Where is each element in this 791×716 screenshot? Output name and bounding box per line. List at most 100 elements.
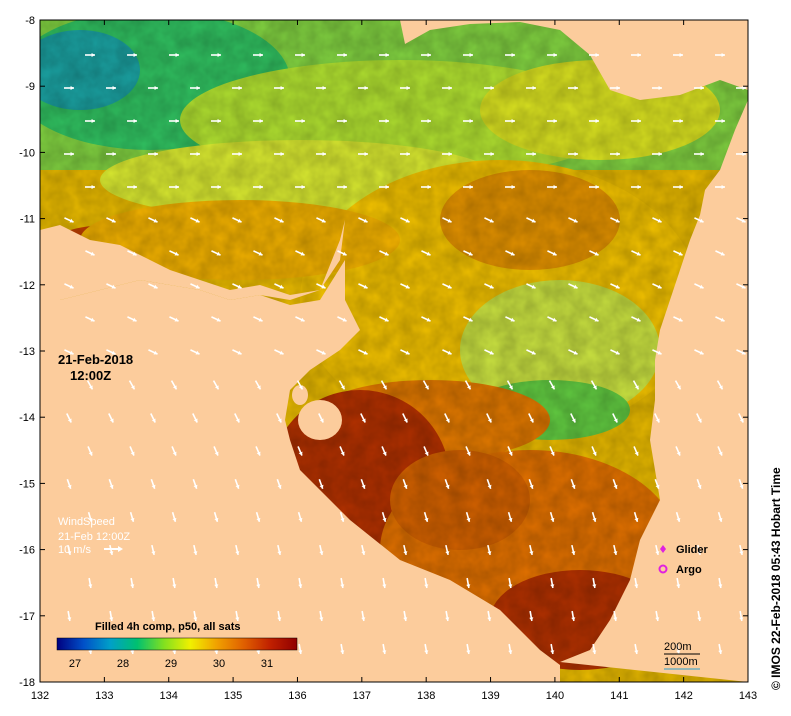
wind-arrow-icon xyxy=(253,184,263,190)
wind-arrow-icon xyxy=(505,118,515,124)
wind-arrow-icon xyxy=(361,544,366,556)
wind-arrow-icon xyxy=(127,316,137,322)
wind-arrow-icon xyxy=(465,511,471,523)
wind-arrow-icon xyxy=(340,577,345,589)
wind-arrow-icon xyxy=(361,610,366,622)
wind-arrow-icon xyxy=(465,446,471,456)
wind-arrow-icon xyxy=(64,283,74,289)
lat-tick-label: -17 xyxy=(19,611,35,623)
wind-arrow-icon xyxy=(715,316,725,322)
wind-arrow-icon xyxy=(655,544,660,556)
lat-tick-label: -18 xyxy=(19,677,35,689)
wind-arrow-icon xyxy=(652,217,662,223)
wind-arrow-icon xyxy=(697,544,702,556)
wind-arrow-icon xyxy=(507,446,513,456)
wind-arrow-icon xyxy=(736,349,746,355)
wind-arrow-icon xyxy=(253,52,263,58)
glider-marker-icon xyxy=(660,545,666,553)
wind-arrow-icon xyxy=(715,52,725,58)
wind-arrow-icon xyxy=(88,577,93,589)
wind-arrow-icon xyxy=(463,184,473,190)
wind-arrow-icon xyxy=(736,151,746,157)
wind-arrow-icon xyxy=(235,544,240,556)
wind-arrow-icon xyxy=(550,643,555,655)
glider-label: Glider xyxy=(676,544,709,556)
wind-legend-speed: 10 m/s xyxy=(58,544,92,556)
wind-arrow-icon xyxy=(316,283,326,289)
wind-arrow-icon xyxy=(442,151,452,157)
wind-arrow-icon xyxy=(87,511,93,523)
wind-arrow-icon xyxy=(379,118,389,124)
wind-arrow-icon xyxy=(276,479,282,489)
wind-legend-arrow-icon xyxy=(104,546,123,552)
wind-arrow-icon xyxy=(673,52,683,58)
wind-arrow-icon xyxy=(673,184,683,190)
wind-arrow-icon xyxy=(505,316,515,322)
wind-arrow-icon xyxy=(631,316,641,322)
wind-arrow-icon xyxy=(421,118,431,124)
wind-arrow-icon xyxy=(190,283,200,289)
colorbar-tick-label: 30 xyxy=(213,658,225,670)
wind-arrow-icon xyxy=(568,349,578,355)
wind-arrow-icon xyxy=(253,316,263,322)
lat-tick-label: -10 xyxy=(19,147,35,159)
wind-arrow-icon xyxy=(66,413,72,423)
wind-arrow-icon xyxy=(358,217,368,223)
wind-arrow-icon xyxy=(508,643,513,655)
wind-arrow-icon xyxy=(128,380,136,390)
wind-arrow-icon xyxy=(316,85,326,91)
latitude-axis: -8 -9 -10 -11 -12 -13 -14 -15 -16 -17 -18 xyxy=(19,15,748,689)
wind-arrow-icon xyxy=(633,511,639,523)
wind-arrow-icon xyxy=(612,479,618,489)
wind-arrow-icon xyxy=(632,380,640,390)
wind-arrow-icon xyxy=(66,479,72,489)
wind-arrow-icon xyxy=(716,380,724,390)
wind-arrow-icon xyxy=(381,446,387,456)
wind-arrow-icon xyxy=(697,610,702,622)
wind-arrow-icon xyxy=(508,577,513,589)
wind-arrow-icon xyxy=(505,250,515,256)
wind-arrow-icon xyxy=(232,349,242,355)
lat-tick-label: -16 xyxy=(19,545,35,557)
wind-arrow-icon xyxy=(148,217,158,223)
wind-arrow-icon xyxy=(590,380,598,390)
argo-label: Argo xyxy=(676,564,702,576)
wind-arrow-icon xyxy=(655,610,660,622)
wind-arrow-icon xyxy=(424,643,429,655)
wind-arrow-icon xyxy=(316,217,326,223)
wind-arrow-icon xyxy=(296,380,304,390)
wind-arrow-icon xyxy=(463,250,473,256)
wind-arrow-icon xyxy=(400,217,410,223)
wind-arrow-icon xyxy=(676,577,681,589)
wind-arrow-icon xyxy=(487,544,492,556)
lon-tick-label: 132 xyxy=(31,690,49,702)
wind-arrow-icon xyxy=(298,577,303,589)
wind-arrow-icon xyxy=(254,380,262,390)
wind-arrow-icon xyxy=(340,643,345,655)
wind-arrow-icon xyxy=(193,544,198,556)
wind-arrow-icon xyxy=(549,511,555,523)
wind-arrow-icon xyxy=(486,479,492,489)
wind-arrow-icon xyxy=(211,52,221,58)
wind-arrow-icon xyxy=(403,544,408,556)
colorbar-title: Filled 4h comp, p50, all sats xyxy=(95,621,241,633)
wind-arrow-icon xyxy=(696,479,702,489)
wind-arrow-icon xyxy=(547,52,557,58)
wind-arrow-icon xyxy=(360,479,366,489)
wind-arrow-icon xyxy=(442,349,452,355)
wind-arrow-icon xyxy=(589,52,599,58)
wind-arrow-icon xyxy=(592,577,597,589)
wind-arrow-icon xyxy=(547,316,557,322)
wind-arrow-icon xyxy=(696,413,702,423)
wind-arrow-icon xyxy=(444,413,450,423)
wind-arrow-icon xyxy=(339,511,345,523)
wind-arrow-icon xyxy=(589,118,599,124)
wind-arrow-icon xyxy=(235,610,240,622)
wind-arrow-icon xyxy=(403,610,408,622)
wind-arrow-icon xyxy=(529,544,534,556)
wind-arrows xyxy=(64,52,746,655)
wind-arrow-icon xyxy=(633,446,639,456)
wind-arrow-icon xyxy=(673,250,683,256)
wind-arrow-icon xyxy=(568,85,578,91)
wind-arrow-icon xyxy=(108,479,114,489)
